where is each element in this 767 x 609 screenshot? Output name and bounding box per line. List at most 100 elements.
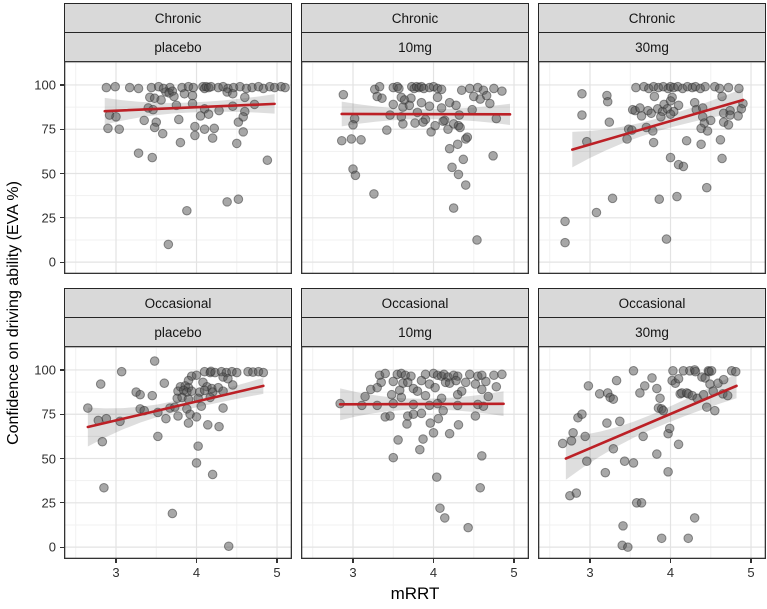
x-tick-mark <box>195 559 198 563</box>
data-point <box>497 86 507 96</box>
data-point <box>475 482 486 493</box>
data-point <box>718 374 729 385</box>
data-point <box>489 83 499 94</box>
data-point <box>432 92 443 103</box>
data-point <box>418 117 428 127</box>
x-tick-label: 4 <box>192 565 201 580</box>
y-tick-label: 75 <box>41 406 56 422</box>
data-point <box>628 458 639 468</box>
data-point <box>436 103 447 113</box>
data-point <box>199 385 210 396</box>
x-tick-label: 3 <box>112 565 120 580</box>
y-tick-mark <box>60 261 64 263</box>
x-tick-mark <box>513 559 515 563</box>
data-point <box>462 132 473 142</box>
data-point <box>448 203 459 213</box>
data-point <box>169 91 179 102</box>
data-point <box>734 83 744 94</box>
data-point <box>193 441 203 451</box>
data-point <box>668 366 678 376</box>
data-point <box>472 235 482 245</box>
data-point <box>672 191 682 202</box>
data-point <box>714 83 725 94</box>
panel-border <box>64 61 292 274</box>
data-point <box>664 423 675 434</box>
data-point <box>233 194 244 205</box>
data-point <box>433 413 444 424</box>
data-point <box>133 148 144 158</box>
y-tick-label: 50 <box>41 166 56 182</box>
data-point <box>374 81 385 92</box>
facet-strip-row-occasional: Occasional <box>301 288 529 318</box>
data-point <box>464 83 475 94</box>
scatter-points <box>83 356 269 552</box>
data-point <box>153 431 163 442</box>
data-point <box>190 121 200 132</box>
data-point <box>207 133 218 143</box>
data-point <box>591 207 602 218</box>
y-tick-mark <box>60 128 64 130</box>
data-point <box>436 84 447 95</box>
facet-strip-row-chronic: Chronic <box>301 3 529 33</box>
panel-border <box>538 61 766 274</box>
data-point <box>209 123 220 134</box>
x-tick-label: 4 <box>429 565 438 580</box>
x-tick-label: 5 <box>510 565 518 580</box>
data-point <box>665 109 676 119</box>
scatter-points <box>335 368 507 533</box>
data-point <box>497 369 507 380</box>
data-point <box>182 205 192 216</box>
data-point <box>647 373 657 383</box>
data-point <box>639 381 650 391</box>
data-point <box>95 379 106 389</box>
panel-chronic-placebo <box>64 61 292 274</box>
y-tick-label: 25 <box>41 495 56 511</box>
data-point <box>346 134 357 144</box>
x-tick-mark <box>750 559 752 563</box>
gridlines <box>301 61 529 274</box>
data-point <box>452 389 463 400</box>
scatter-points <box>557 365 741 552</box>
data-point <box>424 400 435 411</box>
data-point <box>602 96 613 107</box>
data-point <box>175 137 186 148</box>
data-point <box>635 388 645 398</box>
data-point <box>655 393 665 404</box>
data-point <box>652 449 662 459</box>
x-tick-label: 3 <box>586 565 594 580</box>
data-point <box>622 134 632 144</box>
x-tick-mark <box>669 559 672 563</box>
data-point <box>619 456 630 466</box>
y-tick-mark <box>60 217 64 219</box>
x-axis-title: mRRT <box>390 584 440 603</box>
y-tick-mark <box>60 457 64 460</box>
data-point <box>369 189 379 199</box>
data-point <box>385 411 395 421</box>
data-point <box>97 436 108 447</box>
y-axis-title: Confidence on driving ability (EVA %) <box>5 181 22 445</box>
facet-strip-col-placebo: placebo <box>64 32 292 62</box>
data-point <box>207 469 218 480</box>
y-tick-label: 100 <box>34 362 56 378</box>
data-point <box>430 382 440 393</box>
data-point <box>631 82 641 93</box>
data-point <box>683 533 694 544</box>
data-point <box>481 90 492 101</box>
data-point <box>730 366 741 377</box>
data-point <box>416 375 427 386</box>
data-point <box>139 115 149 126</box>
y-tick-mark <box>60 172 64 175</box>
data-point <box>424 101 435 111</box>
data-point <box>614 416 625 427</box>
data-point <box>444 428 455 439</box>
y-tick-label: 75 <box>41 121 56 137</box>
data-point <box>116 366 127 377</box>
x-tick-mark <box>589 559 591 563</box>
x-tick-mark <box>276 559 278 563</box>
data-point <box>636 111 647 121</box>
y-tick-mark <box>60 369 64 371</box>
data-point <box>456 85 467 96</box>
data-point <box>218 403 228 413</box>
data-point <box>681 135 692 146</box>
data-point <box>636 498 647 508</box>
